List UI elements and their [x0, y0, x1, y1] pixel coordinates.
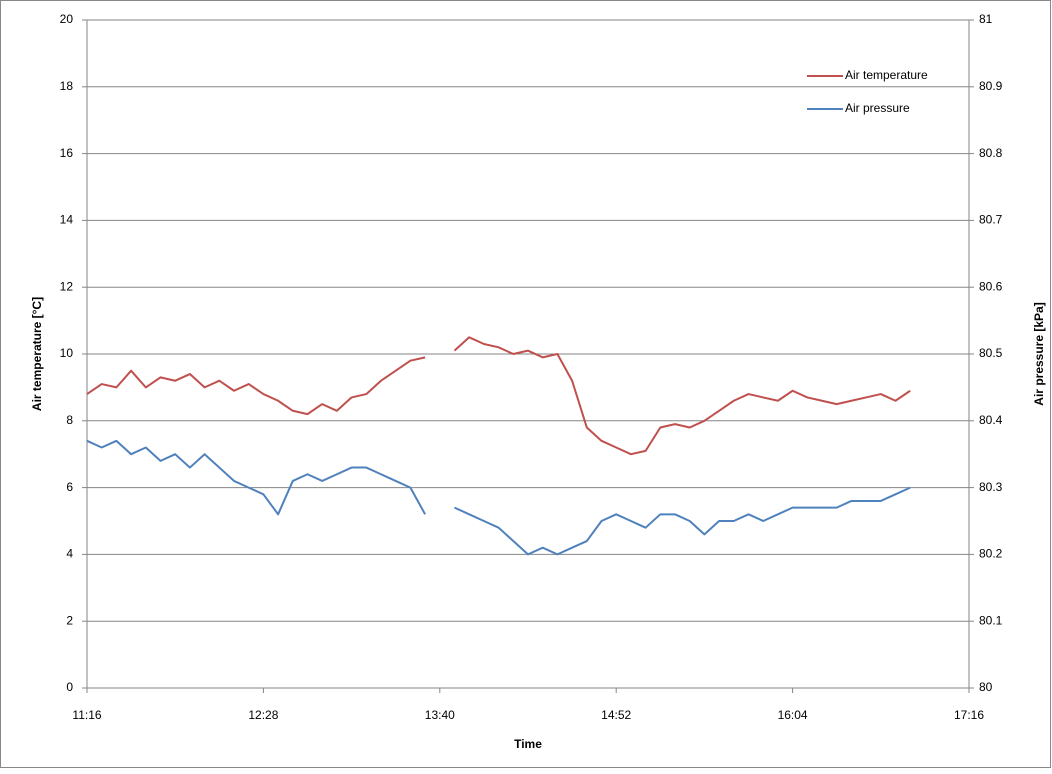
y2-tick-label: 80.2: [979, 547, 1003, 561]
x-tick-label: 17:16: [954, 708, 984, 722]
legend-label: Air temperature: [845, 68, 928, 82]
y2-tick-label: 80.6: [979, 279, 1003, 293]
series-line: [86, 439, 911, 556]
y2-tick-label: 80.8: [979, 146, 1003, 160]
y-tick-label: 10: [60, 346, 74, 360]
y2-tick-label: 80.7: [979, 213, 1003, 227]
y-tick-label: 0: [66, 680, 73, 694]
y-tick-label: 4: [66, 547, 73, 561]
y2-tick-label: 80: [979, 680, 993, 694]
y-tick-label: 12: [60, 279, 74, 293]
y-tick-label: 20: [60, 12, 74, 26]
legend-label: Air pressure: [845, 101, 910, 115]
x-tick-label: 14:52: [601, 708, 631, 722]
x-tick-label: 13:40: [425, 708, 455, 722]
y-tick-label: 18: [60, 79, 74, 93]
y2-axis-label: Air pressure [kPa]: [1032, 302, 1046, 405]
x-tick-label: 16:04: [778, 708, 808, 722]
y2-tick-label: 80.1: [979, 613, 1003, 627]
y-tick-label: 8: [66, 413, 73, 427]
y2-tick-label: 81: [979, 12, 993, 26]
y2-tick-label: 80.3: [979, 480, 1003, 494]
y2-tick-label: 80.9: [979, 79, 1003, 93]
y2-tick-label: 80.5: [979, 346, 1003, 360]
y-tick-label: 14: [60, 213, 74, 227]
x-tick-label: 11:16: [72, 708, 101, 722]
y2-tick-label: 80.4: [979, 413, 1003, 427]
series-line: [86, 336, 911, 456]
x-tick-label: 12:28: [248, 708, 278, 722]
y-tick-label: 16: [60, 146, 74, 160]
x-axis-label: Time: [514, 737, 542, 751]
y-tick-label: 2: [66, 613, 73, 627]
y-axis-label: Air temperature [°C]: [30, 297, 44, 411]
y-tick-label: 6: [66, 480, 73, 494]
